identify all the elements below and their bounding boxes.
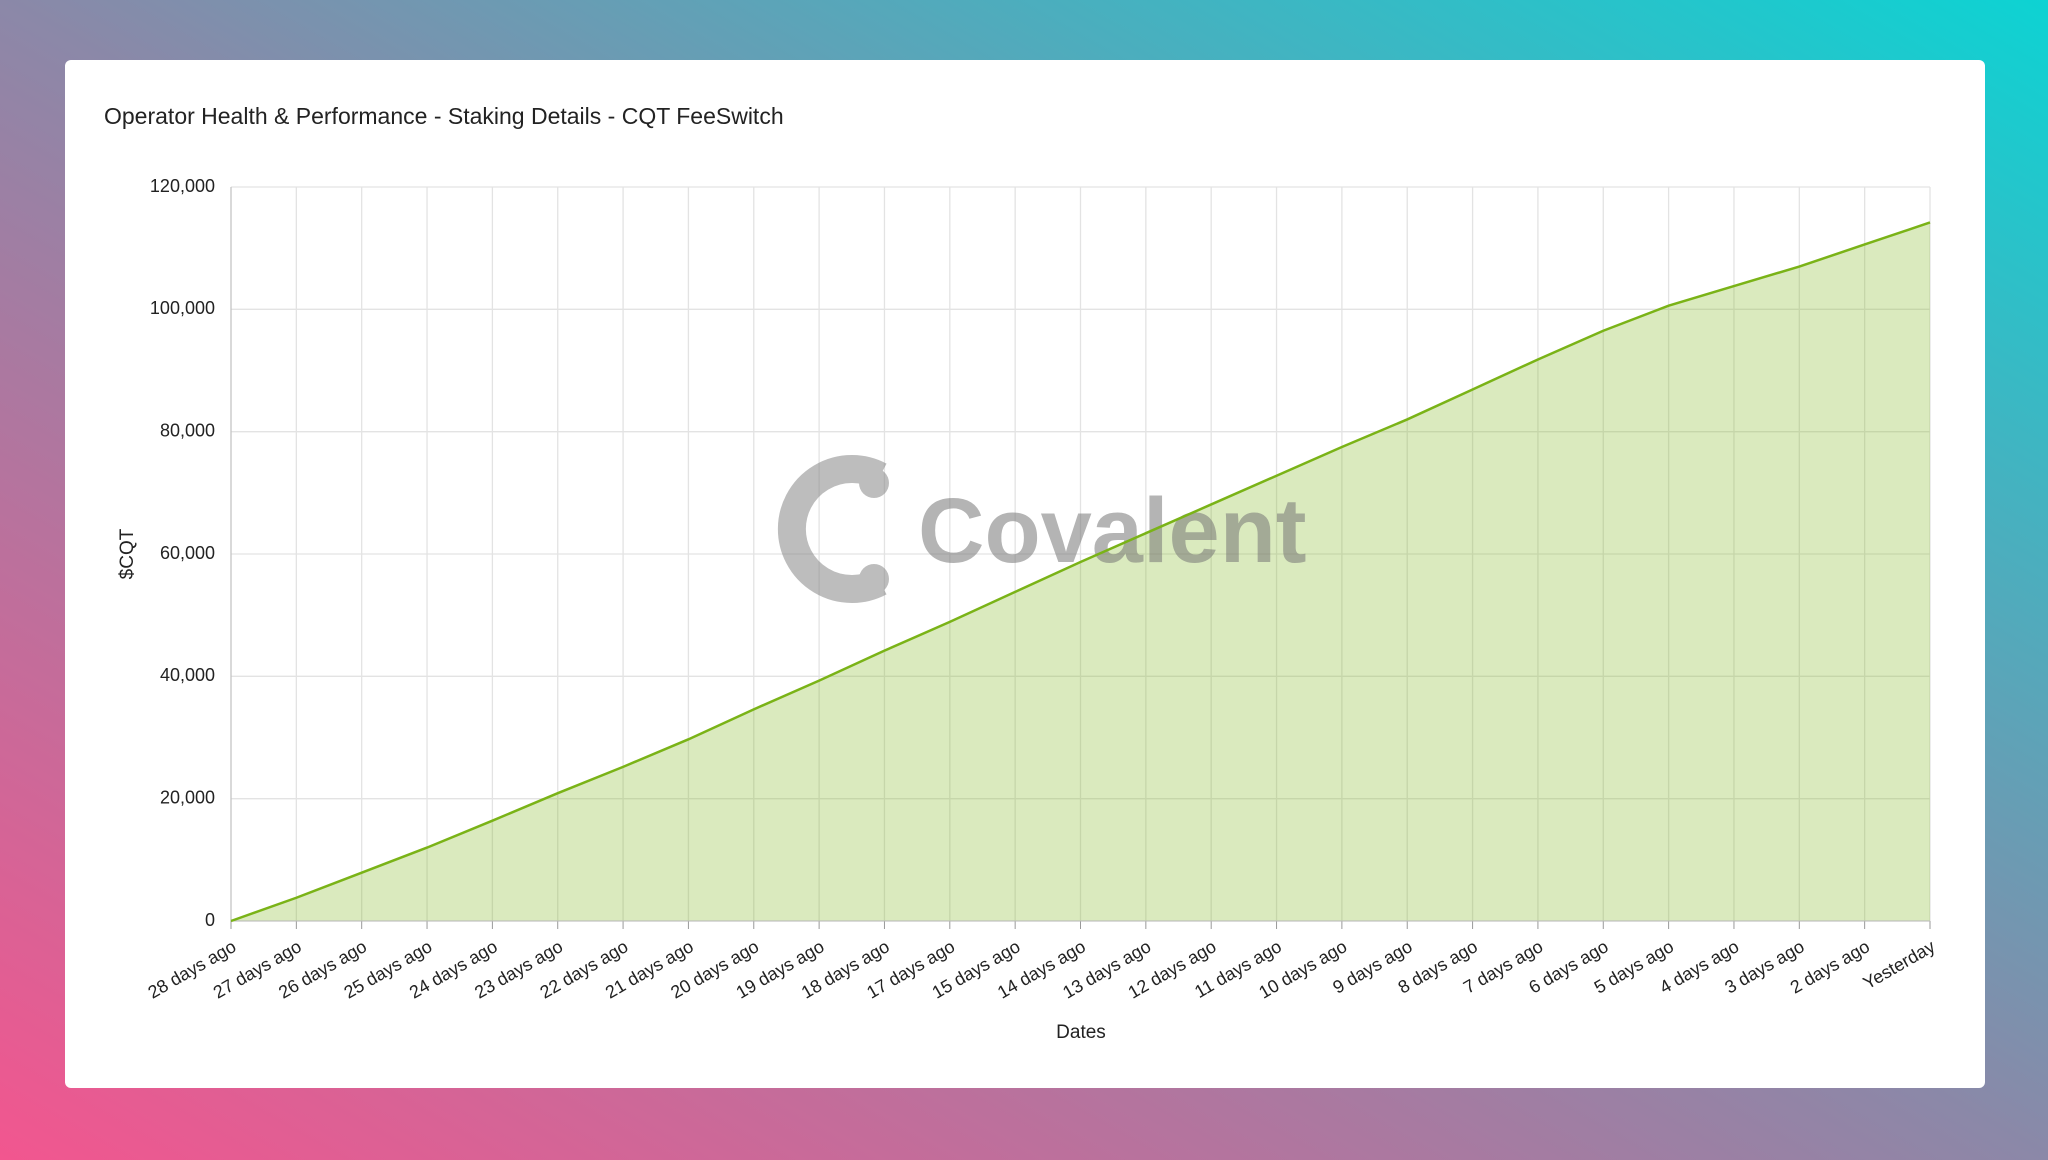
watermark-logo: [777, 455, 887, 603]
chart-title: Operator Health & Performance - Staking …: [104, 103, 784, 129]
area-line: [230, 221, 1931, 923]
x-axis-label: Dates: [1056, 1022, 1106, 1043]
watermark-logo-dot: [859, 564, 889, 594]
y-axis-label: $CQT: [117, 528, 138, 579]
watermark-logo-dot: [859, 468, 889, 498]
y-tick-label: 120,000: [150, 176, 215, 196]
area-fill: [231, 222, 1930, 921]
y-tick-label: 0: [205, 910, 215, 930]
y-tick-label: 100,000: [150, 298, 215, 318]
y-tick-label: 80,000: [160, 420, 215, 440]
watermark-text: Covalent: [918, 480, 1307, 582]
y-tick-label: 20,000: [160, 787, 215, 807]
card: [65, 60, 1985, 1088]
watermark: Covalent: [777, 455, 1307, 603]
y-tick-label: 40,000: [160, 665, 215, 685]
y-tick-label: 60,000: [160, 543, 215, 563]
